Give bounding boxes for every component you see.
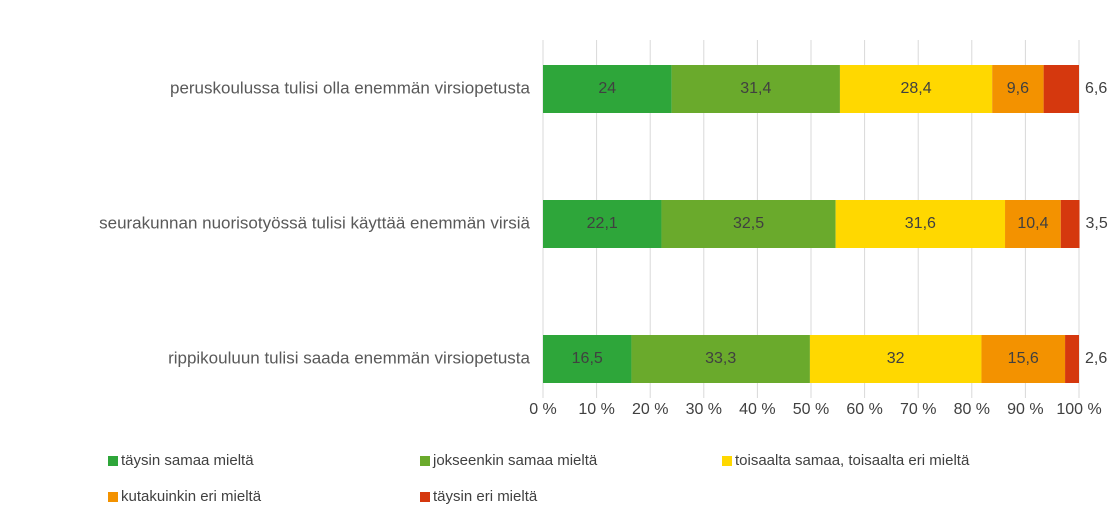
category-label: seurakunnan nuorisotyössä tulisi käyttää… <box>99 213 530 232</box>
legend-label: täysin eri mieltä <box>433 488 538 505</box>
bar-segment <box>835 200 1006 248</box>
legend-label: jokseenkin samaa mieltä <box>432 452 598 469</box>
data-label: 22,1 <box>587 215 618 232</box>
data-label: 24 <box>598 80 616 97</box>
x-tick-label: 0 % <box>529 401 557 418</box>
legend-swatch <box>420 456 430 466</box>
data-label: 31,4 <box>740 80 771 97</box>
x-tick-label: 20 % <box>632 401 668 418</box>
x-tick-label: 100 % <box>1056 401 1101 418</box>
legend-swatch <box>108 456 118 466</box>
legend-label: täysin samaa mieltä <box>121 452 254 469</box>
x-tick-label: 40 % <box>739 401 775 418</box>
bar-segment <box>661 200 836 248</box>
data-label: 28,4 <box>900 80 931 97</box>
legend-swatch <box>420 492 430 502</box>
x-tick-label: 60 % <box>846 401 882 418</box>
bar-segment <box>1060 200 1080 248</box>
legend-swatch <box>108 492 118 502</box>
data-label: 33,3 <box>705 350 736 367</box>
bar-segment <box>809 335 982 383</box>
bar-segment <box>1043 65 1079 113</box>
data-label: 15,6 <box>1008 350 1039 367</box>
data-label: 16,5 <box>572 350 603 367</box>
bar-segment <box>839 65 993 113</box>
x-tick-label: 50 % <box>793 401 829 418</box>
data-label: 6,6 <box>1085 80 1107 97</box>
data-label: 32 <box>887 350 905 367</box>
data-label: 32,5 <box>733 215 764 232</box>
x-tick-label: 10 % <box>578 401 614 418</box>
data-label: 10,4 <box>1017 215 1048 232</box>
category-label: rippikouluun tulisi saada enemmän virsio… <box>168 348 530 367</box>
category-label: peruskoulussa tulisi olla enemmän virsio… <box>170 78 531 97</box>
x-tick-label: 90 % <box>1007 401 1043 418</box>
x-tick-label: 70 % <box>900 401 936 418</box>
data-label: 31,6 <box>905 215 936 232</box>
legend-swatch <box>722 456 732 466</box>
bar-segment <box>631 335 810 383</box>
bar-segment <box>543 335 632 383</box>
bar-segment <box>1005 200 1061 248</box>
data-label: 3,5 <box>1086 215 1108 232</box>
data-label: 9,6 <box>1007 80 1029 97</box>
legend-label: toisaalta samaa, toisaalta eri mieltä <box>735 452 970 469</box>
bar-segment <box>981 335 1066 383</box>
bar-segment <box>671 65 840 113</box>
legend-label: kutakuinkin eri mieltä <box>121 488 262 505</box>
bar-segment <box>543 200 662 248</box>
x-tick-label: 80 % <box>954 401 990 418</box>
data-label: 2,6 <box>1085 350 1107 367</box>
x-tick-label: 30 % <box>686 401 722 418</box>
bar-segment <box>1065 335 1079 383</box>
bar-segment <box>992 65 1044 113</box>
bar-segment <box>543 65 672 113</box>
